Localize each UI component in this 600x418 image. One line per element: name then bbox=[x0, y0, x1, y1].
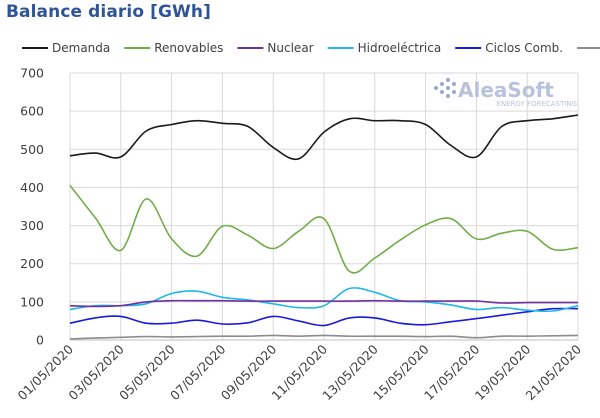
y-tick-label: 700 bbox=[20, 66, 44, 81]
legend-label-demanda: Demanda bbox=[52, 41, 110, 55]
series-line-renovables bbox=[69, 185, 579, 274]
y-tick-label: 200 bbox=[20, 256, 44, 271]
logo-dot bbox=[446, 94, 450, 98]
y-tick-label: 0 bbox=[36, 333, 44, 348]
legend-label-ciclos-comb: Ciclos Comb. bbox=[485, 41, 563, 55]
series-line-carbon bbox=[69, 334, 579, 340]
logo-dots bbox=[434, 78, 456, 98]
y-tick-label: 500 bbox=[20, 142, 44, 157]
logo-dot bbox=[434, 86, 438, 90]
y-tick-label: 100 bbox=[20, 294, 44, 309]
logo-dot bbox=[440, 90, 444, 94]
logo-dot bbox=[452, 82, 456, 86]
series-line-demanda bbox=[69, 114, 579, 161]
legend-label-hidroelectrica: Hidroeléctrica bbox=[358, 41, 442, 55]
series-line-ciclos-comb bbox=[69, 307, 579, 327]
grid bbox=[69, 72, 579, 341]
series-group bbox=[69, 114, 579, 340]
legend: Demanda Renovables Nuclear Hidroeléctrica Ci… bbox=[22, 41, 600, 55]
logo-brand: AleaSoft bbox=[458, 78, 554, 102]
y-tick-label: 300 bbox=[20, 218, 44, 233]
logo-dot bbox=[446, 86, 450, 90]
series-line-nuclear bbox=[69, 299, 578, 308]
logo-dot bbox=[440, 82, 444, 86]
legend-label-nuclear: Nuclear bbox=[267, 41, 313, 55]
y-tick-label: 400 bbox=[20, 180, 44, 195]
legend-label-renovables: Renovables bbox=[154, 41, 223, 55]
y-tick-label: 600 bbox=[20, 104, 44, 119]
logo-dot bbox=[446, 78, 450, 82]
chart-title: Balance diario [GWh] bbox=[6, 2, 211, 22]
logo-dot bbox=[452, 90, 456, 94]
logo-tagline: ENERGY FORECASTING bbox=[497, 100, 577, 108]
